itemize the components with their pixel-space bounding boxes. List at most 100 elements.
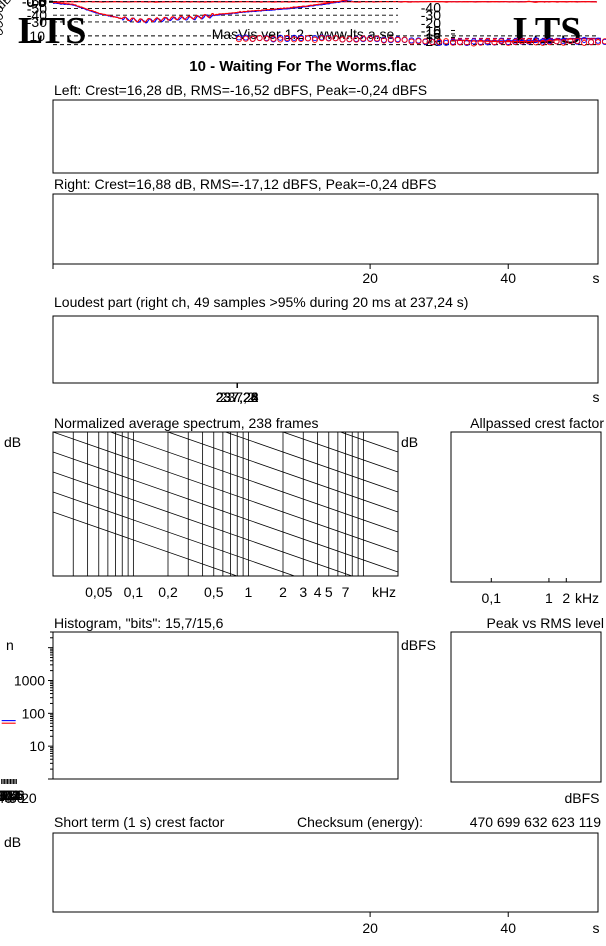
- right-waveform-ytick-label: 0: [38, 0, 46, 10]
- short-crest-point-right: [242, 35, 249, 42]
- loudest-part-xtick-label: 237,26: [216, 389, 259, 405]
- peak-rms-ytick-label: -10: [421, 22, 441, 38]
- short-crest-point-right: [387, 36, 394, 43]
- loudest-part-ytick-label: 0: [38, 0, 46, 10]
- peak-rms-point-right: [16, 27, 22, 33]
- short-crest-point-right: [484, 38, 491, 45]
- histogram-ytick-label: 1000: [14, 672, 45, 688]
- spectrum-ytick-label: -60: [27, 0, 47, 10]
- spectrum-ytick-label: -30: [27, 14, 47, 30]
- left-waveform-ytick-label: 0: [38, 0, 46, 10]
- peak-rms-point-left: [23, 30, 29, 36]
- file-title: 10 - Waiting For The Worms.flac: [189, 58, 417, 75]
- short-crest-point-right: [353, 36, 360, 43]
- peak-rms-xtick-label: -30: [4, 790, 24, 806]
- loudest-part-title: Loudest part (right ch, 49 samples >95% …: [54, 294, 468, 310]
- histogram-ylabel: n: [6, 637, 14, 653]
- short-crest-point-left: [532, 37, 539, 44]
- short-crest-point-right: [436, 38, 443, 45]
- allpassed-xtick-label: 2: [562, 590, 570, 606]
- short-crest-point-right: [574, 37, 581, 44]
- peak-rms-ytick-label: -20: [421, 15, 441, 31]
- short-crest-point-right: [560, 39, 567, 46]
- short-crest-xunit: s: [593, 920, 600, 936]
- peak-rms-crest-label: 10: [0, 1, 7, 21]
- peak-rms-ytick-label: -30: [421, 7, 441, 23]
- short-crest-point-right: [498, 38, 505, 45]
- short-crest-point-left: [581, 36, 588, 43]
- spectrum-slope-line: [281, 432, 398, 473]
- short-crest-point-right: [518, 38, 526, 45]
- short-crest-point-right: [470, 40, 477, 47]
- spectrum-ytick-label: -70: [27, 0, 47, 3]
- histogram-title: Histogram, "bits": 15,7/15,6: [54, 615, 224, 631]
- allpassed-ylabel: dB: [401, 434, 418, 450]
- spectrum-series-left: [52, 0, 353, 24]
- loudest-part-xtick-label: 237,24: [216, 389, 259, 405]
- short-crest-point-right: [512, 39, 519, 46]
- peak-rms-point-left: [20, 28, 26, 34]
- right-waveform-xunit: s: [593, 270, 600, 286]
- peak-rms-crest-label: 20: [0, 9, 7, 29]
- spectrum-xtick-label: 5: [325, 584, 333, 600]
- spectrum-ylabel: dB: [4, 434, 21, 450]
- short-crest-point-left: [277, 34, 284, 41]
- spectrum-ytick-label: -40: [27, 7, 47, 23]
- short-crest-point-right: [373, 35, 381, 42]
- peak-rms-point-right: [23, 31, 29, 37]
- histogram-xtick-label: 0,6: [4, 787, 24, 803]
- peak-rms-ylabel: dBFS: [401, 637, 436, 653]
- short-crest-point-right: [235, 36, 242, 43]
- histogram-xtick-label: -0,4: [0, 787, 18, 803]
- peak-rms-point-right: [15, 26, 21, 32]
- histogram-xtick-label: -0,2: [0, 787, 20, 803]
- right-waveform-ytick-label: 0.5: [27, 0, 47, 10]
- checksum-value: 470 699 632 623 119: [470, 814, 602, 830]
- short-crest-point-right: [449, 39, 457, 46]
- short-crest-point-right: [594, 39, 602, 46]
- short-crest-point-right: [284, 34, 291, 41]
- short-crest-point-right: [415, 38, 422, 45]
- spectrum-xunit: kHz: [372, 584, 396, 600]
- peak-rms-crest-label: 40: [0, 24, 7, 44]
- left-waveform-ytick-label: -0.5: [22, 0, 46, 9]
- spectrum-slope-line: [53, 511, 239, 576]
- allpassed-frame: [450, 431, 602, 583]
- short-crest-point-left: [443, 39, 450, 46]
- peak-rms-point-left: [13, 25, 19, 31]
- short-crest-point-right: [249, 35, 256, 42]
- peak-rms-title: Peak vs RMS level: [487, 615, 604, 631]
- histogram-ytick-label: 100: [22, 705, 46, 721]
- short-crest-point-left: [470, 38, 477, 45]
- short-crest-point-right: [270, 35, 277, 42]
- peak-rms-point-left: [23, 31, 29, 37]
- short-crest-point-right: [505, 39, 512, 46]
- spectrum-slope-line: [53, 432, 398, 553]
- short-crest-point-right: [339, 36, 346, 43]
- loudest-part-ytick-label: 0.5: [27, 0, 47, 10]
- short-crest-point-right: [318, 35, 325, 42]
- short-crest-point-right: [304, 35, 312, 42]
- short-crest-point-right: [263, 35, 270, 42]
- histogram-xtick-label: 0,8: [5, 787, 25, 803]
- loudest-part-xtick-label: 237,2: [220, 389, 255, 405]
- short-crest-xtick-label: 20: [362, 920, 378, 936]
- short-crest-point-right: [394, 36, 401, 44]
- short-crest-point-left: [311, 35, 318, 42]
- short-crest-point-right: [311, 36, 318, 43]
- spectrum-frame: [52, 431, 399, 577]
- short-crest-point-right: [277, 36, 284, 43]
- histogram-frame: [52, 631, 399, 780]
- histogram-xtick-label: 0: [5, 787, 13, 803]
- spectrum-xtick-label: 0,05: [85, 584, 112, 600]
- spectrum-slope-line: [53, 451, 398, 573]
- short-crest-point-right: [256, 35, 263, 42]
- short-crest-point-left: [235, 34, 242, 41]
- short-crest-point-right: [588, 39, 595, 46]
- allpassed-ytick-label: 5: [433, 22, 441, 38]
- loudest-part-ytick-label: -0.5: [22, 0, 46, 9]
- short-crest-point-right: [380, 37, 387, 44]
- peak-rms-xtick-label: -40: [0, 790, 13, 806]
- allpassed-xunit: kHz: [575, 590, 599, 606]
